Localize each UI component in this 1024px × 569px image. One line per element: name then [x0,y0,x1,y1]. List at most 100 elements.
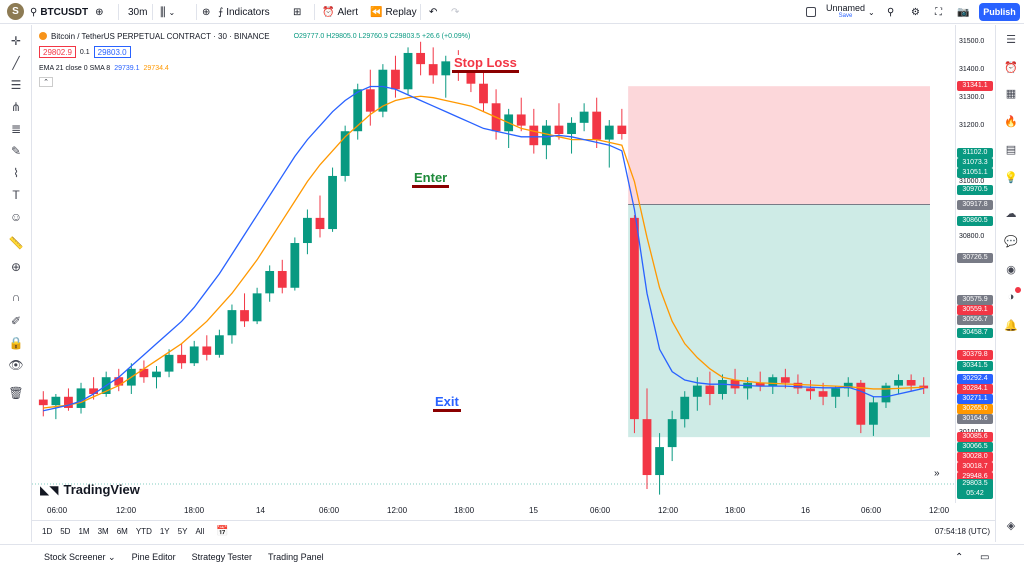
range-button[interactable]: 1M [78,527,90,536]
replay-button[interactable]: ⏪ Replay [370,4,417,20]
bar-countdown: 05:42 [966,490,984,497]
brush-icon[interactable]: ✎ [10,144,22,158]
candle [479,83,488,104]
signals-icon[interactable]: ◉ [1006,263,1016,276]
lock-drawing-icon[interactable]: ✐ [10,314,22,328]
clock-label[interactable]: 07:54:18 (UTC) [934,527,990,536]
magnet-icon[interactable]: ∩ [11,290,21,304]
patterns-icon[interactable]: ⌇ [13,166,19,180]
bottom-tab[interactable]: Stock Screener ⌄ [44,551,116,562]
price-tag: 30341.5 [957,360,993,371]
horizontal-lines-icon[interactable]: ☰ [10,78,22,92]
range-button[interactable]: All [195,527,205,536]
time-label: 06:00 [319,506,340,515]
range-button[interactable]: 1Y [159,527,170,536]
sell-button[interactable]: 29802.9 [39,46,76,58]
candle [868,402,878,425]
trash-icon[interactable]: 🗑 [8,386,24,400]
chat-icon[interactable]: 💬 [1004,235,1018,248]
bottom-tab[interactable]: Strategy Tester [191,551,252,562]
snapshot-button[interactable]: 📷 [957,4,969,20]
bottom-tab[interactable]: Trading Panel [267,551,324,562]
user-avatar[interactable]: S [7,3,24,20]
layout-name[interactable]: Unnamed Save [826,3,865,19]
undo-button[interactable]: ↶ [429,4,437,20]
chart-type-button[interactable]: ⫼ ⌄ [160,4,175,20]
pitchfork-icon[interactable]: ⋔ [10,100,22,114]
candle [114,377,124,386]
candle [856,382,866,425]
undo-icon: ↶ [429,6,438,18]
compare-button[interactable]: ⊕ [202,4,210,20]
candle [755,382,765,386]
indicator-value-1: 29739.1 [114,64,140,72]
fullscreen-button[interactable]: ⛶ [935,4,942,20]
scroll-to-realtime-button[interactable]: » [934,468,940,479]
alert-button[interactable]: ⏰ Alert [322,4,358,20]
price-chart[interactable] [32,25,955,503]
calendar-icon[interactable]: ▤ [1005,143,1017,156]
zoom-in-icon[interactable]: ⊕ [10,260,22,274]
interval-button[interactable]: 30m [128,4,147,20]
candle [541,125,551,146]
sma-line [43,85,924,412]
candle [881,385,891,403]
data-window-icon[interactable]: ▦ [1005,87,1017,100]
candle [768,377,778,386]
fib-icon[interactable]: ≣ [10,122,22,136]
buy-button[interactable]: 29803.0 [93,46,131,58]
hotlist-icon[interactable]: 🔥 [1004,115,1018,128]
watchlist-icon[interactable]: ☰ [1006,33,1016,46]
layout-checkbox[interactable] [806,4,816,20]
time-label: 06:00 [47,506,68,515]
range-button[interactable]: 5Y [177,527,188,536]
candle [718,380,727,394]
layers-icon[interactable]: ◈ [1006,519,1016,532]
emoji-icon[interactable]: ☺ [9,210,23,224]
lock-icon[interactable]: 🔒 [8,336,24,350]
enter-label: Enter [412,170,450,188]
bell-icon[interactable]: 🔔 [1004,319,1018,332]
range-button[interactable]: 5D [60,527,71,536]
notifications-icon[interactable]: ◑ [1003,287,1021,305]
price-tag: 30066.5 [957,442,993,453]
candle [403,52,413,90]
collapse-legend-button[interactable]: ⌃ [39,77,53,87]
crosshair-icon[interactable]: ✛ [10,34,22,48]
maximize-panel-icon[interactable]: ⌃ [955,551,964,563]
candle [202,346,212,355]
range-button[interactable]: 3M [97,527,109,536]
time-axis[interactable]: 06:00 12:00 18:00 14 06:00 12:00 18:00 15 06:00 1… [32,503,995,519]
templates-button[interactable]: ⊞ [293,4,301,20]
add-symbol-icon[interactable]: ⊕ [95,6,104,18]
eye-icon[interactable]: 👁 [8,358,24,372]
price-label: 31200.0 [959,121,985,129]
candle [780,377,790,383]
fullscreen-panel-icon[interactable]: ▭ [980,551,990,563]
indicator-name[interactable]: EMA 21 close 0 SMA 8 [39,64,111,72]
text-icon[interactable]: T [12,188,20,202]
range-button[interactable]: YTD [135,527,152,536]
streams-icon[interactable]: ☁ [1005,207,1017,220]
symbol-search[interactable]: ⚲ BTCUSDT ⊕ [30,4,104,20]
layout-menu-button[interactable]: ⌄ [868,4,875,20]
range-button[interactable]: 1D [42,527,53,536]
settings-button[interactable]: ⚙ [911,4,920,20]
price-tag: 30726.5 [957,252,993,263]
ruler-icon[interactable]: 📏 [8,236,24,250]
range-button[interactable]: 6M [116,527,128,536]
candle [38,399,48,406]
indicator-value-2: 29734.4 [143,64,169,72]
alarm-icon[interactable]: ⏰ [1004,61,1018,74]
ideas-icon[interactable]: 💡 [1004,171,1018,184]
trend-line-icon[interactable]: ╱ [12,56,20,70]
date-range-icon[interactable]: 📅 [216,526,229,537]
price-axis[interactable]: 31500.031400.031300.031200.031100.031000… [955,25,995,503]
indicators-button[interactable]: ⨍ Indicators [218,4,270,20]
exit-label: Exit [433,394,461,412]
interval-label: 30m [128,6,148,18]
bottom-tab[interactable]: Pine Editor [131,551,176,562]
publish-button[interactable]: Publish [979,3,1020,21]
quick-search-button[interactable]: ⚲ [887,4,894,20]
redo-button[interactable]: ↷ [451,4,459,20]
